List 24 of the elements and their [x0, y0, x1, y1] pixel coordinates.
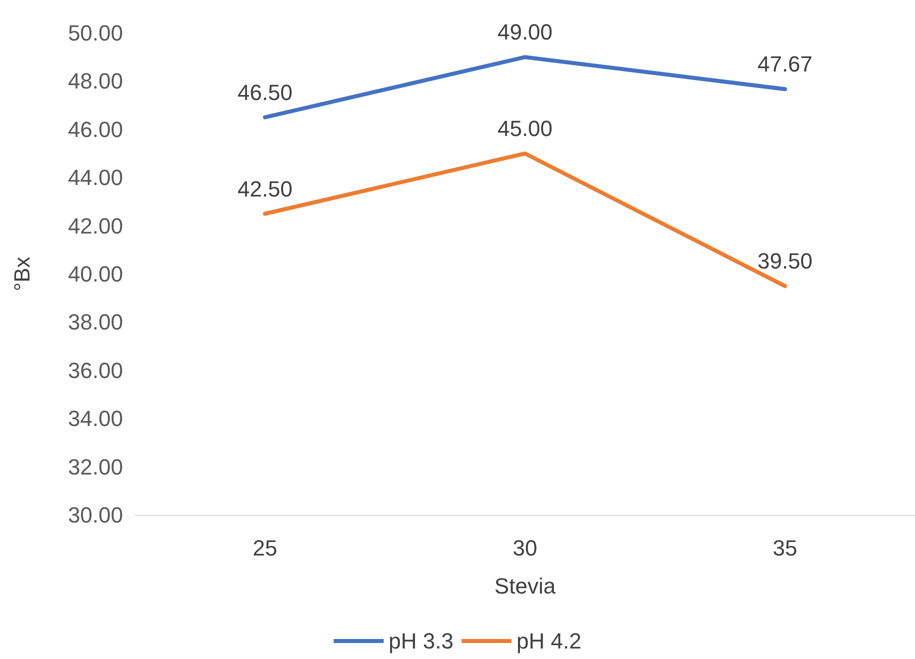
y-tick-label: 34.00: [68, 406, 123, 432]
x-tick-label: 30: [512, 536, 538, 560]
data-label: 39.50: [757, 248, 813, 274]
y-tick-label: 50.00: [68, 20, 123, 46]
x-tick-label: 25: [252, 536, 278, 560]
x-tick-label: 35: [772, 536, 798, 560]
y-tick-label: 32.00: [68, 454, 123, 480]
y-tick-label: 42.00: [68, 213, 123, 238]
y-tick-label: 48.00: [68, 68, 123, 94]
data-label: 47.67: [757, 52, 813, 77]
legend-label: pH 4.2: [516, 628, 582, 654]
data-label: 46.50: [237, 80, 293, 105]
y-axis-title: °Bx: [10, 256, 34, 292]
x-axis-title: Stevia: [494, 574, 556, 598]
data-label: 42.50: [237, 176, 293, 202]
y-tick-label: 30.00: [68, 502, 123, 528]
y-tick-label: 38.00: [68, 310, 123, 335]
legend-label: pH 3.3: [388, 628, 454, 654]
data-label: 45.00: [497, 116, 553, 141]
y-tick-label: 46.00: [68, 116, 123, 142]
data-label: 49.00: [497, 20, 553, 45]
y-tick-label: 40.00: [68, 262, 123, 286]
y-tick-label: 36.00: [68, 358, 123, 383]
y-tick-label: 44.00: [68, 165, 123, 190]
